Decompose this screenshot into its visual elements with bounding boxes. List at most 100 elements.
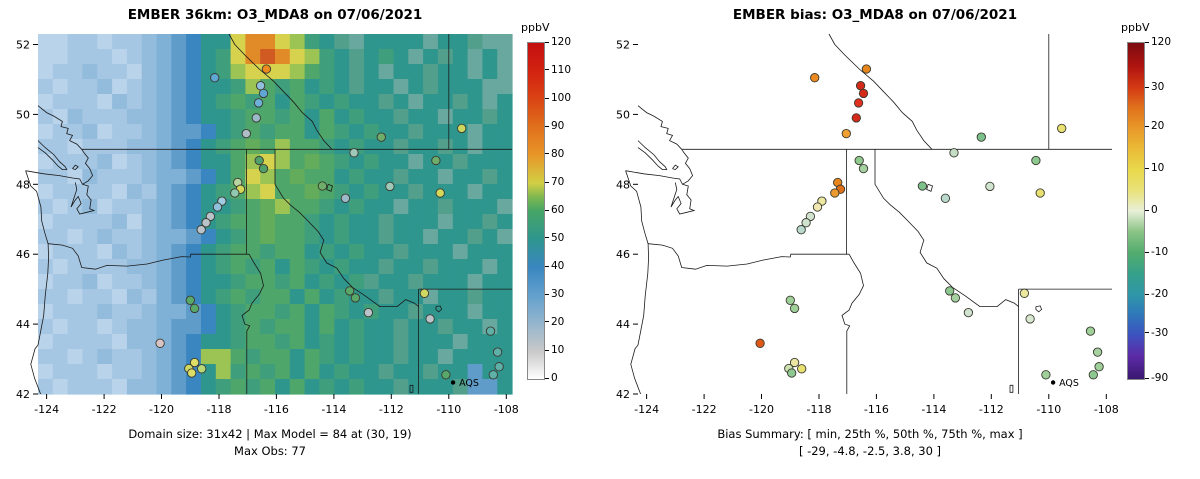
y-tick-label: 46 <box>616 248 630 261</box>
x-tick-label: -112 <box>979 403 1004 416</box>
model-title: EMBER 36km: O3_MDA8 on 07/06/2021 <box>127 7 423 23</box>
model-raster <box>38 34 513 395</box>
x-tick-label: -110 <box>436 403 461 416</box>
aqs-legend-label: AQS <box>1059 378 1079 389</box>
x-tick-label: -114 <box>921 403 946 416</box>
model-map: AQS -124 -122 -120 -118 -116 -114 -112 -110 -108 4… <box>16 33 519 417</box>
station-dot <box>317 181 328 191</box>
station-dot <box>187 368 197 378</box>
y-tick-label: 46 <box>16 248 30 261</box>
station-dot <box>251 113 261 123</box>
station-dot <box>801 218 811 228</box>
y-tick-label: 52 <box>16 39 30 52</box>
station-dot <box>1035 188 1045 198</box>
x-tick-label: -116 <box>264 403 289 416</box>
station-dot <box>1031 155 1041 166</box>
station-dot <box>1057 123 1067 134</box>
station-dot <box>494 362 504 372</box>
x-tick-label: -108 <box>1094 403 1119 416</box>
station-dot <box>205 211 216 222</box>
station-dot <box>385 181 395 192</box>
station-dot <box>917 181 928 191</box>
station-dot <box>435 188 445 198</box>
model-colorbar-title: ppbV <box>521 21 550 34</box>
station-dot <box>253 98 264 108</box>
axis-ticks <box>633 44 1107 399</box>
station-dot <box>376 132 386 142</box>
x-tick-label: -120 <box>749 403 774 416</box>
station-dot <box>340 193 351 203</box>
map-borders <box>625 33 1112 395</box>
station-dot <box>254 155 264 166</box>
axis-tick-labels: -124 -122 -120 -118 -116 -114 -112 -110 -108 42 44… <box>16 39 519 417</box>
station-dot <box>258 88 269 99</box>
station-dot <box>1085 326 1096 336</box>
station-dot <box>1092 347 1103 357</box>
aqs-legend-label: AQS <box>459 378 479 389</box>
station-dot <box>858 163 869 174</box>
station-dot <box>258 163 269 174</box>
station-dot <box>441 370 451 380</box>
station-dot <box>940 193 951 203</box>
x-tick-label: -110 <box>1036 403 1061 416</box>
station-dot <box>841 128 851 139</box>
x-tick-label: -120 <box>149 403 174 416</box>
station-dot <box>851 113 861 123</box>
x-tick-label: -112 <box>379 403 404 416</box>
y-tick-label: 44 <box>616 318 630 331</box>
station-dot <box>425 314 435 324</box>
station-dot <box>212 202 223 212</box>
y-tick-label: 48 <box>16 178 30 191</box>
station-dot <box>349 148 359 158</box>
station-dot <box>789 357 800 368</box>
station-dot <box>855 81 866 91</box>
aqs-legend-dot <box>1050 380 1056 385</box>
station-dot <box>189 303 200 314</box>
station-dot <box>853 98 864 108</box>
y-tick-label: 50 <box>16 108 30 121</box>
x-tick-label: -108 <box>494 403 519 416</box>
station-dot <box>1088 370 1098 380</box>
station-dot <box>861 64 872 74</box>
station-dot <box>858 88 869 99</box>
x-tick-label: -122 <box>92 403 117 416</box>
y-tick-label: 48 <box>616 178 630 191</box>
x-tick-label: -124 <box>34 403 59 416</box>
station-dot <box>485 326 496 336</box>
map-borders <box>25 33 512 395</box>
station-dot <box>488 370 498 380</box>
axis-ticks <box>33 44 507 399</box>
y-tick-label: 42 <box>16 388 30 401</box>
bias-caption-line2: [ -29, -4.8, -2.5, 3.8, 30 ] <box>798 444 942 458</box>
x-tick-label: -124 <box>634 403 659 416</box>
bias-title: EMBER bias: O3_MDA8 on 07/06/2021 <box>732 7 1018 23</box>
station-dot <box>492 347 503 357</box>
station-dot <box>255 81 266 91</box>
model-caption-line1: Domain size: 31x42 | Max Model = 84 at (… <box>128 427 412 441</box>
station-dot <box>457 123 467 134</box>
aqs-legend-dot <box>450 380 456 385</box>
station-dot <box>755 338 765 348</box>
bias-colorbar-title: ppbV <box>1121 21 1150 34</box>
station-dot <box>201 218 211 228</box>
x-tick-label: -118 <box>807 403 832 416</box>
station-dot <box>210 73 220 83</box>
station-dot <box>230 188 240 198</box>
station-dot <box>985 181 995 192</box>
y-tick-label: 42 <box>616 388 630 401</box>
bias-caption-line1: Bias Summary: [ min, 25th %, 50th %, 75t… <box>717 427 1023 441</box>
station-dot <box>241 128 251 139</box>
panel-model: EMBER 36km: O3_MDA8 on 07/06/2021 AQS -12… <box>16 7 571 458</box>
x-tick-label: -114 <box>321 403 346 416</box>
bias-colorbar <box>1127 42 1145 380</box>
station-dot <box>854 155 864 166</box>
bias-map: AQS -124 -122 -120 -118 -116 -114 -112 -110 -108 4… <box>616 33 1119 416</box>
station-dot <box>1041 370 1051 380</box>
station-dot <box>789 303 800 314</box>
station-dot <box>261 64 272 74</box>
station-dot <box>345 286 355 296</box>
station-dot <box>805 211 816 222</box>
x-tick-label: -118 <box>207 403 232 416</box>
station-dot <box>796 225 806 235</box>
